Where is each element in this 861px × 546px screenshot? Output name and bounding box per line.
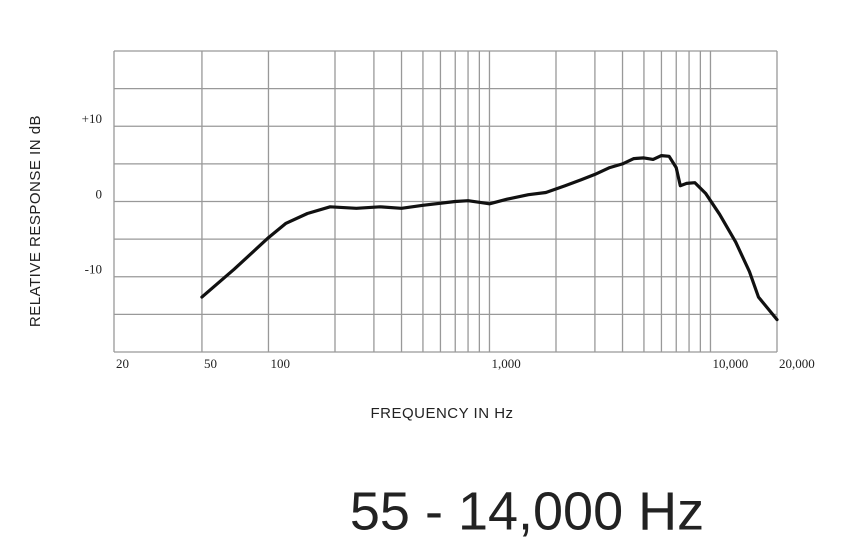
- response-curve: [200, 154, 779, 322]
- y-axis-label: RELATIVE RESPONSE IN dB: [27, 115, 44, 327]
- frequency-range: 55 - 14,000 Hz: [350, 481, 704, 541]
- x-tick-label: 100: [270, 356, 290, 371]
- x-tick-label: 20: [116, 356, 129, 371]
- x-tick-label: 20,000: [779, 356, 815, 371]
- y-tick-label: -10: [85, 262, 102, 277]
- x-axis-label: FREQUENCY IN Hz: [370, 405, 513, 422]
- x-tick-label: 10,000: [712, 356, 748, 371]
- y-tick-label: 0: [96, 186, 103, 201]
- x-tick-label: 1,000: [491, 356, 520, 371]
- x-tick-label: 50: [204, 356, 217, 371]
- y-tick-label: +10: [82, 111, 102, 126]
